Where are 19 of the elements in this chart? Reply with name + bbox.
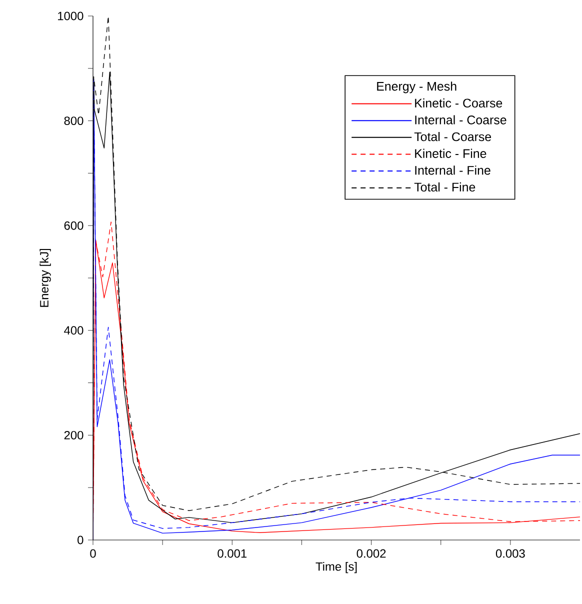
legend-label: Internal - Coarse bbox=[415, 115, 506, 124]
y-tick-label: 400 bbox=[64, 326, 84, 335]
y-tick-label: 800 bbox=[64, 116, 84, 126]
legend-label: Total - Fine bbox=[414, 182, 476, 192]
legend-label: Internal - Fine bbox=[415, 166, 490, 175]
x-tick-label: 0 bbox=[90, 549, 96, 558]
y-tick-label: 1000 bbox=[58, 12, 84, 20]
legend-label: Kinetic - Fine bbox=[415, 148, 486, 158]
y-tick-label: 200 bbox=[64, 430, 84, 440]
x-tick-label: 0.003 bbox=[496, 549, 525, 558]
x-axis-title: Time [s] bbox=[316, 562, 357, 574]
x-tick-label: 0.002 bbox=[356, 549, 386, 558]
legend-label: Total - Coarse bbox=[414, 132, 492, 142]
x-tick-label: 0.001 bbox=[218, 549, 247, 558]
y-tick-label: 600 bbox=[64, 221, 84, 230]
legend-label: Kinetic - Coarse bbox=[415, 98, 502, 108]
y-axis-title: Energy [kJ] bbox=[40, 248, 51, 307]
y-tick-label: 0 bbox=[78, 536, 84, 544]
legend-title: Energy - Mesh bbox=[377, 82, 456, 94]
